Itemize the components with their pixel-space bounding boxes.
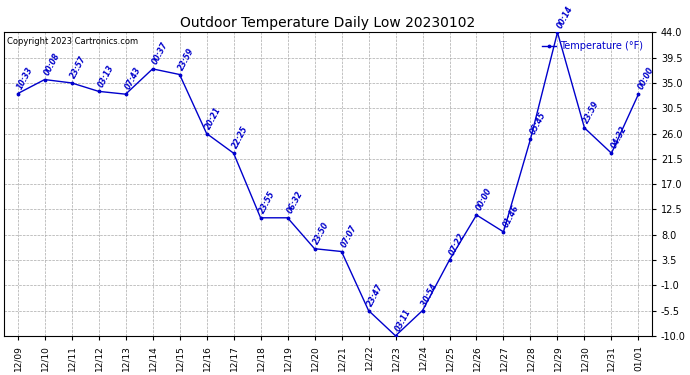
Temperature (°F) [175,72,184,77]
Temperature (°F) [364,308,373,313]
Legend: Temperature (°F): Temperature (°F) [538,37,647,55]
Temperature (°F) [14,92,22,96]
Temperature (°F) [580,126,589,130]
Text: 23:59: 23:59 [177,46,197,72]
Text: 05:45: 05:45 [528,111,547,136]
Line: Temperature (°F): Temperature (°F) [15,30,641,338]
Text: 00:37: 00:37 [150,41,170,66]
Temperature (°F) [473,213,481,217]
Temperature (°F) [202,131,210,136]
Temperature (°F) [41,77,49,82]
Text: 00:08: 00:08 [42,51,61,77]
Text: 06:32: 06:32 [285,190,304,215]
Text: 03:11: 03:11 [393,308,413,333]
Text: Copyright 2023 Cartronics.com: Copyright 2023 Cartronics.com [8,37,139,46]
Temperature (°F) [284,216,292,220]
Text: 23:50: 23:50 [312,220,331,246]
Temperature (°F) [121,92,130,96]
Text: 22:25: 22:25 [231,125,250,150]
Text: 23:47: 23:47 [366,282,385,308]
Text: 00:00: 00:00 [474,187,493,212]
Temperature (°F) [526,137,535,141]
Temperature (°F) [445,258,453,262]
Text: 07:43: 07:43 [124,66,142,92]
Temperature (°F) [500,230,508,234]
Temperature (°F) [95,89,103,94]
Text: 00:14: 00:14 [555,4,574,30]
Temperature (°F) [337,249,346,254]
Temperature (°F) [418,308,426,313]
Text: 30:54: 30:54 [420,282,440,308]
Temperature (°F) [148,67,157,71]
Text: 23:59: 23:59 [582,100,601,125]
Text: 01:46: 01:46 [501,204,520,229]
Temperature (°F) [634,92,642,96]
Text: 04:32: 04:32 [609,125,629,150]
Text: 07:07: 07:07 [339,224,358,249]
Text: 07:22: 07:22 [447,232,466,257]
Text: 00:00: 00:00 [636,66,656,92]
Text: 10:33: 10:33 [15,65,34,91]
Temperature (°F) [553,30,562,34]
Title: Outdoor Temperature Daily Low 20230102: Outdoor Temperature Daily Low 20230102 [180,16,475,30]
Text: 20:21: 20:21 [204,105,224,131]
Text: 23:55: 23:55 [258,190,277,215]
Temperature (°F) [607,151,615,155]
Temperature (°F) [391,333,400,338]
Text: 23:57: 23:57 [69,55,88,80]
Temperature (°F) [230,151,238,155]
Text: 03:13: 03:13 [96,63,115,88]
Temperature (°F) [257,216,265,220]
Temperature (°F) [310,246,319,251]
Temperature (°F) [68,81,76,85]
